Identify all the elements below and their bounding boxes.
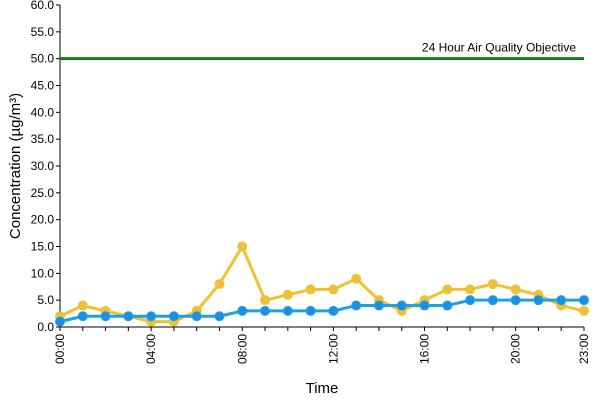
y-tick-label: 40.0 <box>31 105 55 119</box>
data-point <box>487 295 498 306</box>
data-point <box>237 305 248 316</box>
y-tick-label: 0.0 <box>37 320 54 334</box>
data-point <box>237 241 248 252</box>
data-point <box>442 284 453 295</box>
x-tick-label: 08:00 <box>235 334 249 364</box>
data-point <box>146 311 157 322</box>
data-point <box>55 316 65 327</box>
x-tick-label: 00:00 <box>53 334 67 364</box>
data-point <box>260 295 271 306</box>
data-point <box>328 305 339 316</box>
y-axis-ticks: 0.0 5.0 10.0 15.0 20.0 25.0 30.0 35.0 40.0 45.0 50… <box>31 0 60 334</box>
data-point <box>351 273 362 284</box>
y-axis-title: Concentration (µg/m³) <box>7 93 24 239</box>
y-tick-label: 20.0 <box>31 213 55 227</box>
data-point <box>214 279 225 290</box>
objective-line-group: 24 Hour Air Quality Objective <box>60 41 584 61</box>
data-point <box>77 311 88 322</box>
data-point <box>419 300 430 311</box>
data-point <box>442 300 453 311</box>
data-point <box>123 311 134 322</box>
x-tick-label: 20:00 <box>509 334 523 364</box>
data-point <box>305 284 316 295</box>
y-tick-label: 10.0 <box>31 266 55 280</box>
y-tick-label: 60.0 <box>31 0 55 12</box>
y-tick-label: 25.0 <box>31 186 55 200</box>
data-point <box>556 295 567 306</box>
data-point <box>328 284 339 295</box>
data-point <box>579 305 589 316</box>
data-point <box>465 284 476 295</box>
data-point <box>168 311 179 322</box>
objective-label: 24 Hour Air Quality Objective <box>422 41 576 55</box>
data-point <box>282 289 293 300</box>
x-tick-label: 12:00 <box>326 334 340 364</box>
y-tick-label: 15.0 <box>31 240 55 254</box>
y-tick-label: 45.0 <box>31 79 55 93</box>
x-tick-label: 04:00 <box>144 334 158 364</box>
x-tick-label: 23:00 <box>577 334 591 364</box>
data-point <box>487 279 498 290</box>
x-axis-title: Time <box>306 380 339 397</box>
series-layer <box>55 241 589 327</box>
data-point <box>191 311 202 322</box>
x-tick-label: 16:00 <box>418 334 432 364</box>
data-point <box>77 300 88 311</box>
data-point <box>533 295 544 306</box>
series-1 <box>55 241 589 327</box>
y-tick-label: 30.0 <box>31 159 55 173</box>
data-point <box>282 305 293 316</box>
data-point <box>214 311 225 322</box>
data-point <box>373 300 384 311</box>
data-point <box>510 295 521 306</box>
data-point <box>465 295 476 306</box>
data-point <box>351 300 362 311</box>
data-point <box>396 300 407 311</box>
data-point <box>510 284 521 295</box>
data-point <box>579 295 589 306</box>
y-tick-label: 50.0 <box>31 52 55 66</box>
y-tick-label: 35.0 <box>31 132 55 146</box>
data-point <box>305 305 316 316</box>
data-point <box>260 305 271 316</box>
series-2 <box>55 295 589 327</box>
y-tick-label: 5.0 <box>37 293 54 307</box>
x-axis-ticks: 00:00 04:00 08:00 12:00 16:00 20:00 23:00 <box>53 327 591 364</box>
y-tick-label: 55.0 <box>31 25 55 39</box>
data-point <box>100 311 111 322</box>
